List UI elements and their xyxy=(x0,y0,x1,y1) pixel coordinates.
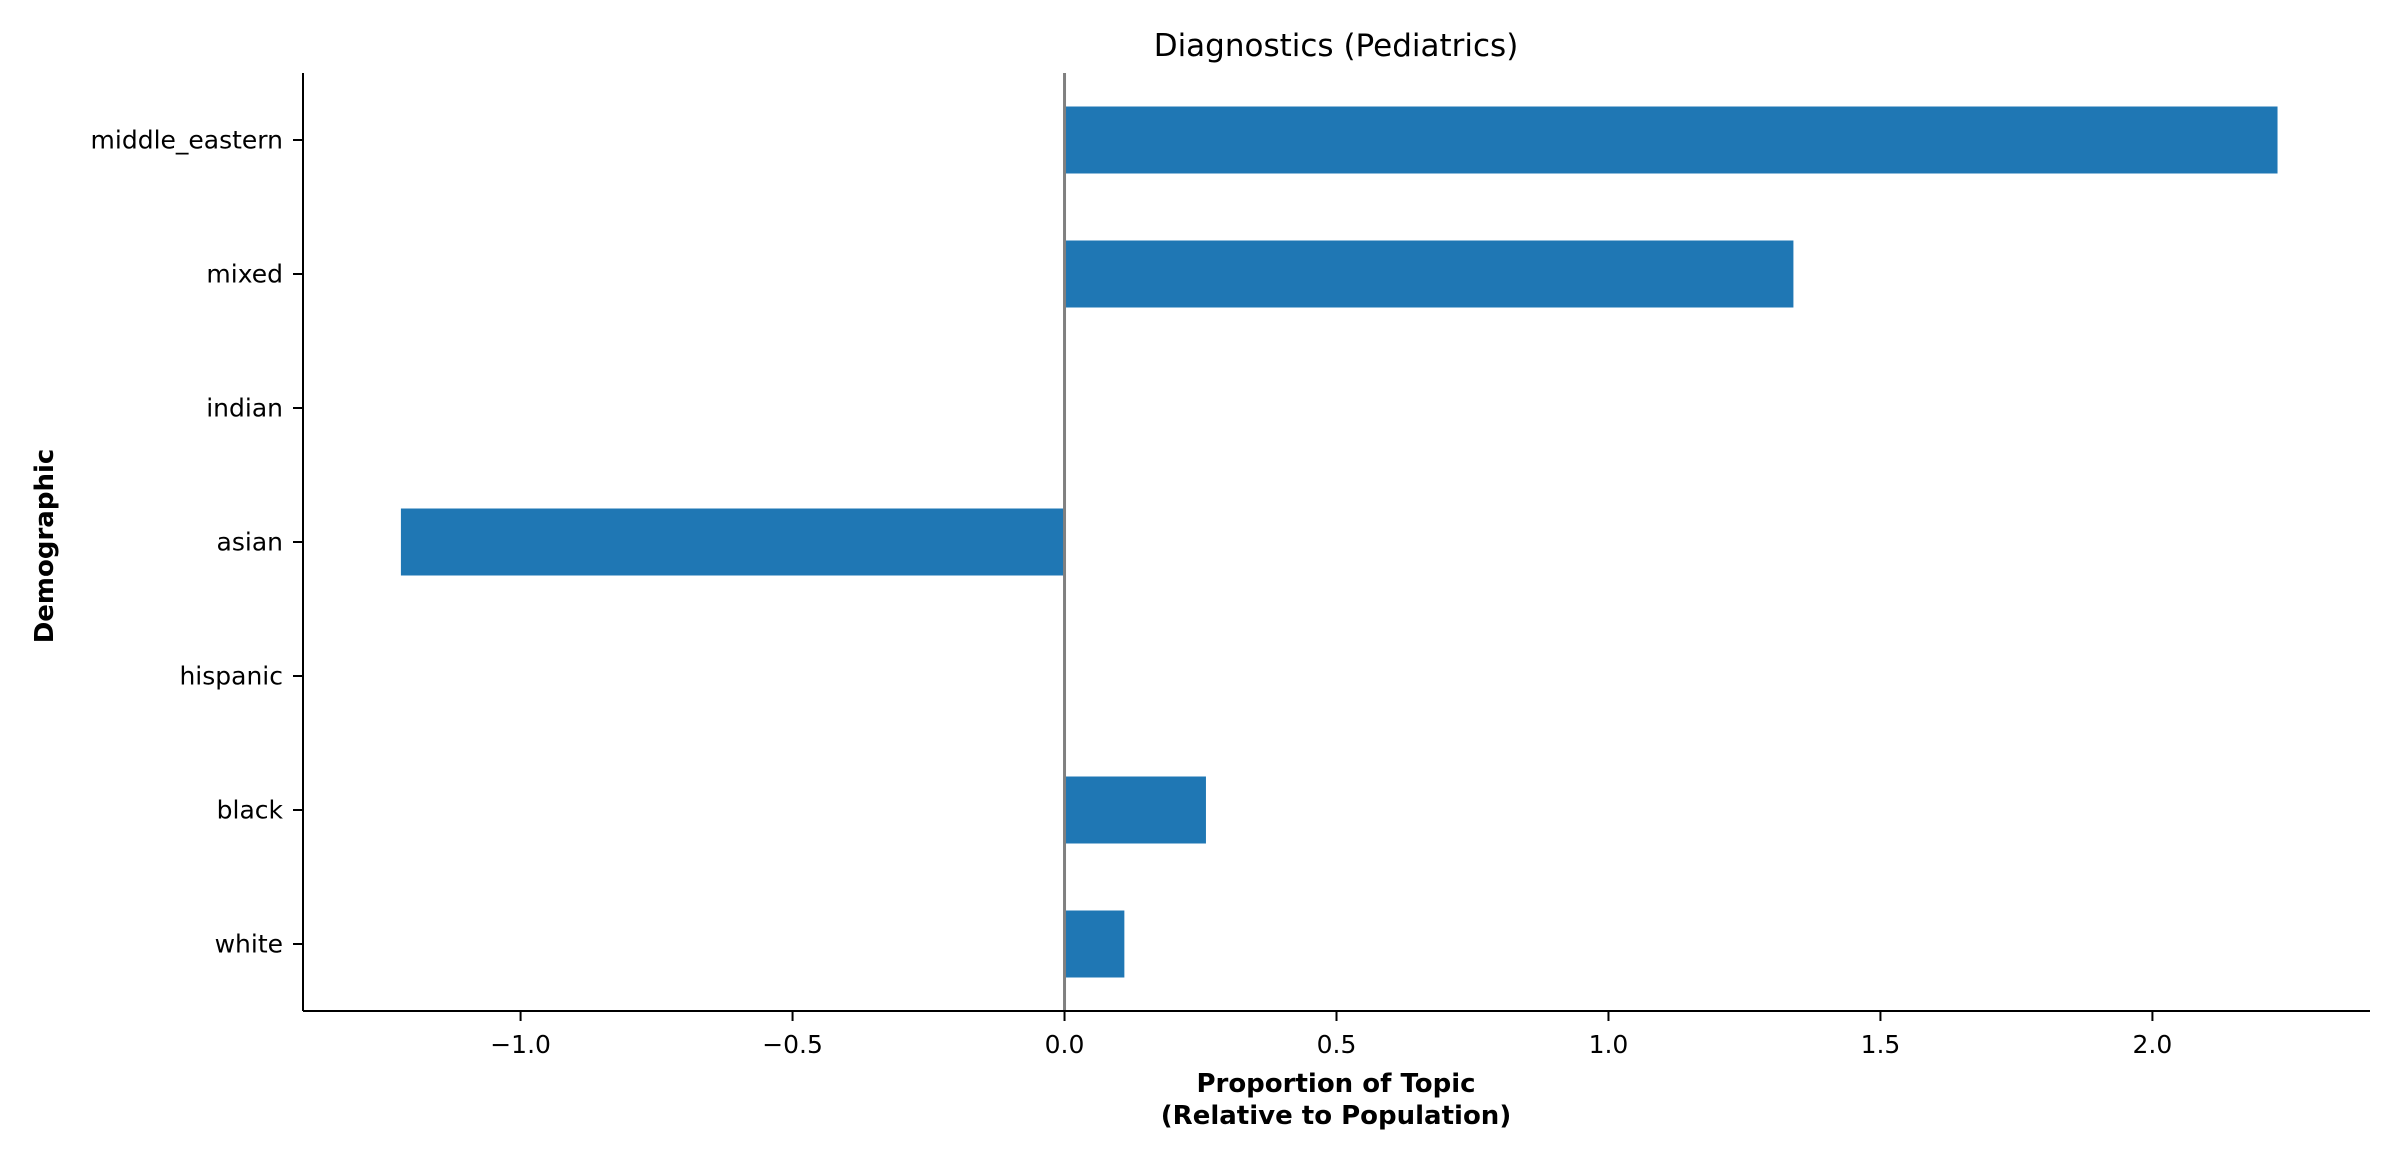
bar-middle-eastern xyxy=(1064,106,2278,174)
x-tick-label: 0.0 xyxy=(1045,1030,1085,1059)
chart-title: Diagnostics (Pediatrics) xyxy=(1154,28,1519,64)
x-tick-label: −0.5 xyxy=(762,1030,823,1059)
y-tick-label: white xyxy=(215,930,283,959)
x-tick-label: 0.5 xyxy=(1317,1030,1357,1059)
bar-asian xyxy=(400,508,1065,576)
x-tick-label: 1.5 xyxy=(1861,1030,1901,1059)
x-axis-ticks: −1.0 −0.5 0.0 0.5 1.0 1.5 2.0 xyxy=(490,1011,2172,1059)
x-tick-label: −1.0 xyxy=(490,1030,551,1059)
bars-group xyxy=(400,106,2278,978)
bar-mixed xyxy=(1064,240,1794,308)
y-tick-label: black xyxy=(217,796,284,825)
y-tick-label: hispanic xyxy=(179,662,283,691)
x-axis-label-line-2: (Relative to Population) xyxy=(1161,1101,1511,1131)
bar-white xyxy=(1064,910,1125,978)
x-tick-label: 1.0 xyxy=(1589,1030,1629,1059)
y-tick-label: indian xyxy=(206,394,283,423)
x-tick-label: 2.0 xyxy=(2133,1030,2173,1059)
y-tick-label: mixed xyxy=(206,260,283,289)
y-tick-label: asian xyxy=(217,528,283,557)
x-axis-label-line-1: Proportion of Topic xyxy=(1196,1069,1475,1099)
y-axis-label: Demographic xyxy=(30,449,60,644)
bar-black xyxy=(1064,776,1206,844)
y-tick-label: middle_eastern xyxy=(91,126,283,155)
